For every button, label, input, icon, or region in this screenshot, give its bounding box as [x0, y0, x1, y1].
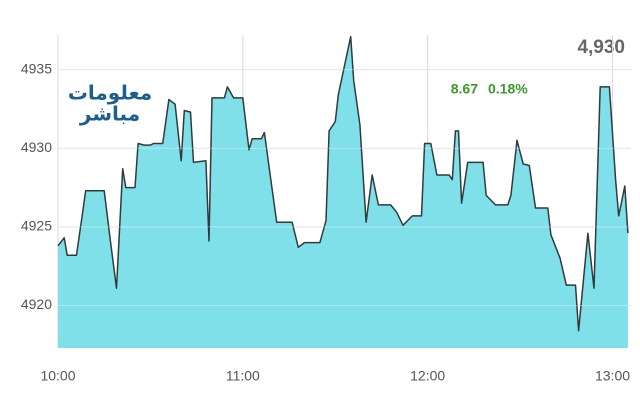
- change-percent: 0.18%: [488, 81, 528, 97]
- y-tick-label: 4935: [21, 60, 52, 76]
- logo-text: مباشر: [79, 102, 140, 126]
- area: [58, 36, 628, 348]
- price: 4,930: [577, 37, 625, 58]
- change: 8.67: [451, 81, 478, 97]
- x-tick-label: 11:00: [226, 368, 260, 384]
- logo-text: معلومات: [68, 81, 152, 105]
- y-tick-label: 4920: [21, 296, 52, 312]
- x-tick-label: 12:00: [410, 368, 445, 384]
- line: [57, 35, 629, 332]
- y-tick-label: 4925: [21, 218, 52, 234]
- x-tick-label: 13:00: [595, 368, 630, 384]
- x-tick-label: 10:00: [40, 368, 75, 384]
- y-tick-label: 4930: [21, 139, 52, 155]
